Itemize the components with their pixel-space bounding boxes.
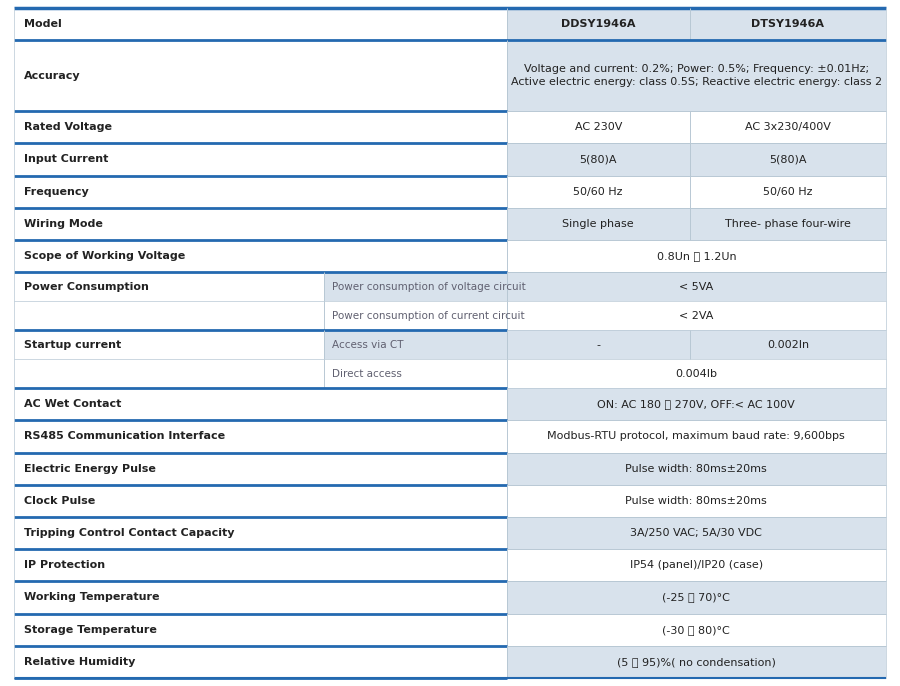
Bar (507, 111, 689, 143)
Bar (324, 330, 507, 359)
Text: Scope of Working Voltage: Scope of Working Voltage (24, 251, 185, 261)
Bar (14, 581, 507, 613)
Bar (507, 646, 886, 678)
Text: 0.004Ib: 0.004Ib (675, 368, 717, 379)
Bar (507, 208, 689, 240)
Text: Tripping Control Contact Capacity: Tripping Control Contact Capacity (24, 528, 235, 538)
Bar (14, 301, 324, 330)
Text: 0.002In: 0.002In (767, 340, 809, 350)
Text: AC 230V: AC 230V (574, 122, 622, 132)
Bar (14, 453, 507, 485)
Bar (14, 517, 507, 549)
Bar (14, 549, 507, 581)
Text: Power consumption of current circuit: Power consumption of current circuit (331, 311, 524, 320)
Bar (507, 485, 886, 517)
Text: 5(80)A: 5(80)A (580, 154, 617, 165)
Text: Voltage and current: 0.2%; Power: 0.5%; Frequency: ±0.01Hz;
Active electric ener: Voltage and current: 0.2%; Power: 0.5%; … (511, 64, 882, 87)
Text: < 2VA: < 2VA (680, 311, 714, 320)
Text: DTSY1946A: DTSY1946A (752, 19, 824, 29)
Text: Rated Voltage: Rated Voltage (24, 122, 112, 132)
Text: Power Consumption: Power Consumption (24, 282, 149, 292)
Bar (14, 111, 507, 143)
Bar (689, 111, 886, 143)
Bar (689, 8, 886, 40)
Bar (507, 240, 886, 272)
Bar (507, 421, 886, 453)
Text: Frequency: Frequency (24, 187, 89, 197)
Bar (14, 208, 507, 240)
Bar (507, 388, 886, 421)
Text: Relative Humidity: Relative Humidity (24, 657, 135, 667)
Text: AC 3x230/400V: AC 3x230/400V (745, 122, 831, 132)
Text: IP54 (panel)/IP20 (case): IP54 (panel)/IP20 (case) (630, 560, 763, 570)
Bar (14, 330, 324, 359)
Bar (14, 40, 507, 111)
Text: Startup current: Startup current (24, 340, 122, 350)
Bar (507, 549, 886, 581)
Bar (14, 485, 507, 517)
Text: Access via CT: Access via CT (331, 340, 403, 350)
Text: IP Protection: IP Protection (24, 560, 105, 570)
Text: -: - (596, 340, 600, 350)
Bar (507, 613, 886, 646)
Bar (507, 517, 886, 549)
Text: Storage Temperature: Storage Temperature (24, 625, 157, 635)
Bar (324, 359, 507, 388)
Text: Modbus-RTU protocol, maximum baud rate: 9,600bps: Modbus-RTU protocol, maximum baud rate: … (547, 431, 845, 441)
Bar (507, 176, 689, 208)
Bar (14, 176, 507, 208)
Bar (507, 143, 689, 176)
Bar (14, 421, 507, 453)
Text: Three- phase four-wire: Three- phase four-wire (725, 219, 850, 229)
Bar (507, 330, 689, 359)
Bar (507, 453, 886, 485)
Bar (14, 613, 507, 646)
Bar (14, 646, 507, 678)
Text: RS485 Communication Interface: RS485 Communication Interface (24, 431, 225, 441)
Text: Model: Model (24, 19, 62, 29)
Bar (14, 388, 507, 421)
Bar (507, 8, 689, 40)
Text: Pulse width: 80ms±20ms: Pulse width: 80ms±20ms (626, 496, 767, 506)
Text: Accuracy: Accuracy (24, 71, 81, 81)
Text: (-25 ～ 70)°C: (-25 ～ 70)°C (662, 593, 730, 602)
Bar (324, 301, 507, 330)
Bar (689, 330, 886, 359)
Bar (14, 272, 324, 301)
Text: (-30 ～ 80)°C: (-30 ～ 80)°C (662, 625, 730, 635)
Text: ON: AC 180 ～ 270V, OFF:< AC 100V: ON: AC 180 ～ 270V, OFF:< AC 100V (598, 399, 796, 410)
Text: Wiring Mode: Wiring Mode (24, 219, 103, 229)
Bar (507, 272, 886, 301)
Text: 5(80)A: 5(80)A (770, 154, 806, 165)
Bar (507, 40, 886, 111)
Text: Power consumption of voltage circuit: Power consumption of voltage circuit (331, 282, 526, 292)
Bar (14, 240, 507, 272)
Text: 3A/250 VAC; 5A/30 VDC: 3A/250 VAC; 5A/30 VDC (630, 528, 762, 538)
Text: Input Current: Input Current (24, 154, 108, 165)
Text: Electric Energy Pulse: Electric Energy Pulse (24, 464, 156, 473)
Bar (324, 272, 507, 301)
Text: Direct access: Direct access (331, 368, 401, 379)
Text: < 5VA: < 5VA (680, 282, 714, 292)
Bar (507, 359, 886, 388)
Text: Working Temperature: Working Temperature (24, 593, 159, 602)
Bar (507, 301, 886, 330)
Bar (14, 359, 324, 388)
Text: DDSY1946A: DDSY1946A (561, 19, 635, 29)
Text: 50/60 Hz: 50/60 Hz (763, 187, 813, 197)
Text: AC Wet Contact: AC Wet Contact (24, 399, 122, 410)
Bar (14, 143, 507, 176)
Text: Single phase: Single phase (562, 219, 634, 229)
Bar (689, 208, 886, 240)
Bar (14, 8, 507, 40)
Bar (507, 581, 886, 613)
Text: Pulse width: 80ms±20ms: Pulse width: 80ms±20ms (626, 464, 767, 473)
Text: 0.8Un ～ 1.2Un: 0.8Un ～ 1.2Un (656, 251, 736, 261)
Bar (689, 176, 886, 208)
Text: Clock Pulse: Clock Pulse (24, 496, 95, 506)
Text: 50/60 Hz: 50/60 Hz (573, 187, 623, 197)
Text: (5 ～ 95)%( no condensation): (5 ～ 95)%( no condensation) (616, 657, 776, 667)
Bar (689, 143, 886, 176)
